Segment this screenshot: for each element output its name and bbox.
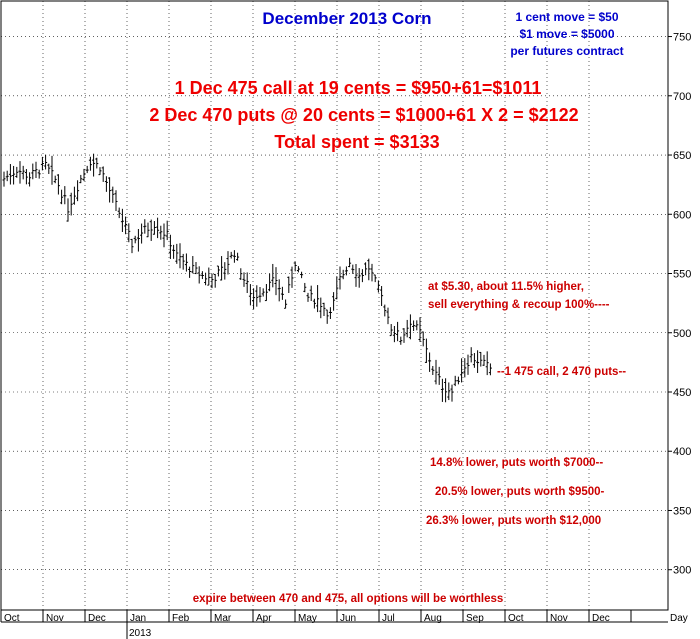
x-tick-label: Jan [130,613,146,624]
x-tick-label: Feb [172,613,190,624]
grid-lines [1,1,668,610]
annotation-sell-recoup: sell everything & recoup 100%---- [428,299,610,311]
x-tick-label: Nov [550,613,568,624]
annotation-puts-7000: 14.8% lower, puts worth $7000-- [430,457,603,469]
x-tick-label: Jul [382,613,395,624]
y-tick-label: 350 [673,505,691,517]
headline-line-3: Total spent = $3133 [274,132,439,152]
y-tick-label: 300 [673,565,691,577]
annotation-puts-12000: 26.3% lower, puts worth $12,000 [426,515,601,527]
annotation-sell-target: at $5.30, about 11.5% higher, [428,281,584,293]
price-bars [2,153,492,403]
info-line-3: per futures contract [510,44,623,58]
annotation-expire-worthless: expire between 470 and 475, all options … [193,593,504,605]
y-tick-label: 400 [673,446,691,458]
x-tick-label: Jun [340,613,356,624]
x-tick-label: Dec [592,613,610,624]
y-tick-label: 550 [673,269,691,281]
x-axis-unit-label: Day [670,613,688,624]
chart-title: December 2013 Corn [262,9,431,28]
y-tick-label: 700 [673,91,691,103]
plot-frame [0,0,669,611]
x-tick-label: Sep [466,613,484,624]
y-axis: 300 350 400 450 500 550 600 650 700 750 [668,32,691,577]
x-tick-label: Oct [508,613,524,624]
y-tick-label: 600 [673,209,691,221]
x-tick-label: May [298,613,317,624]
headline-line-2: 2 Dec 470 puts @ 20 cents = $1000+61 X 2… [149,105,578,125]
y-tick-label: 650 [673,150,691,162]
headline-line-1: 1 Dec 475 call at 19 cents = $950+61=$10… [175,78,542,98]
x-tick-label: Nov [46,613,64,624]
x-tick-label: Aug [424,613,442,624]
x-tick-label: Dec [88,613,106,624]
info-line-2: $1 move = $5000 [519,27,614,41]
y-tick-label: 500 [673,328,691,340]
x-tick-label: Mar [214,613,232,624]
annotation-puts-9500: 20.5% lower, puts worth $9500- [435,486,605,498]
x-year-label: 2013 [129,628,152,639]
x-tick-label: Apr [256,613,272,624]
y-tick-label: 750 [673,32,691,44]
annotation-position: --1 475 call, 2 470 puts-- [497,366,626,378]
info-line-1: 1 cent move = $50 [515,10,618,24]
x-axis: Oct Nov Dec Jan 2013 Feb Mar Apr May Jun Jul Aug Sep… [0,610,688,639]
y-tick-label: 450 [673,387,691,399]
x-tick-label: Oct [4,613,20,624]
